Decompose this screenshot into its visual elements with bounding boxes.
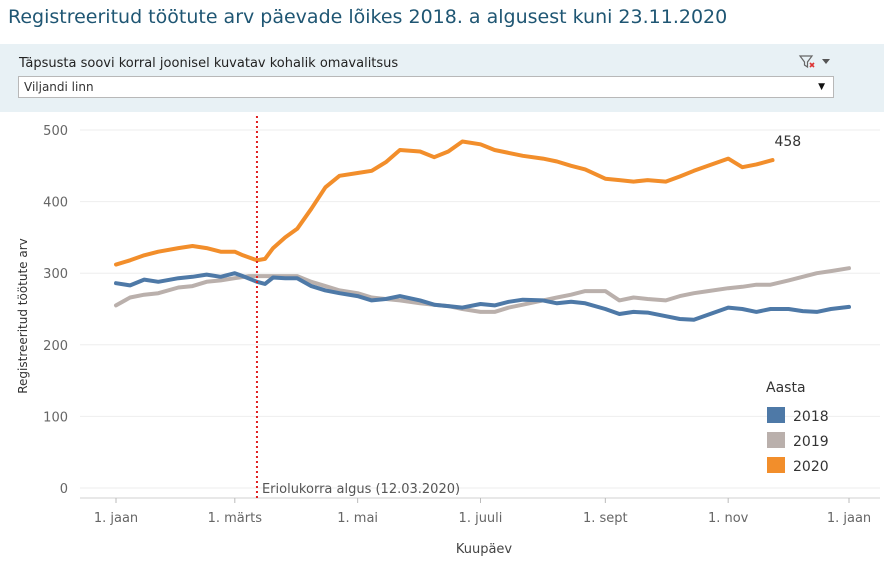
legend-swatch-2020	[767, 457, 785, 473]
municipality-select[interactable]: Viljandi linn ▼	[18, 76, 834, 98]
legend-label-2019: 2019	[793, 434, 829, 450]
x-tick-label: 1. juuli	[459, 511, 503, 526]
x-axis-title: Kuupäev	[456, 542, 513, 557]
y-tick-label: 400	[43, 196, 68, 211]
y-tick-label: 100	[43, 410, 68, 425]
x-tick-label: 1. märts	[208, 511, 263, 526]
y-tick-label: 300	[43, 267, 68, 282]
y-tick-label: 200	[43, 339, 68, 354]
reference-line-group: Eriolukorra algus (12.03.2020)	[255, 116, 460, 498]
series-line-2019	[114, 266, 851, 314]
x-tick-label: 1. mai	[337, 511, 378, 526]
gridlines	[80, 129, 880, 489]
series-line-2020	[114, 139, 775, 267]
municipality-select-value: Viljandi linn	[24, 80, 94, 94]
filter-panel: Täpsusta soovi korral joonisel kuvatav k…	[0, 44, 884, 112]
legend-label-2018: 2018	[793, 409, 829, 425]
chart-title: Registreeritud töötute arv päevade lõike…	[8, 6, 728, 28]
x-tick-label: 1. jaan	[827, 511, 871, 526]
y-tick-label: 500	[43, 124, 68, 139]
line-chart: 0 100 200 300 400 500 1. jaan 1. märts 1. mai 1. …	[16, 116, 880, 557]
legend-swatch-2019	[767, 432, 785, 448]
legend-label-2020: 2020	[793, 459, 829, 475]
axes: 0 100 200 300 400 500 1. jaan 1. märts 1. mai 1. …	[16, 124, 880, 557]
y-tick-label: 0	[60, 482, 68, 497]
legend-title: Aasta	[766, 380, 806, 396]
filter-label: Täpsusta soovi korral joonisel kuvatav k…	[19, 56, 399, 71]
series-lines	[114, 139, 851, 322]
x-tick-label: 1. sept	[583, 511, 628, 526]
x-tick-label: 1. nov	[708, 511, 749, 526]
legend[interactable]: Aasta 2018 2019 2020	[766, 380, 829, 475]
chevron-down-icon: ▼	[818, 82, 825, 92]
y-axis-title: Registreeritud töötute arv	[16, 238, 30, 394]
end-value-label: 458	[774, 134, 801, 150]
series-line-2018	[114, 271, 851, 322]
x-tick-label: 1. jaan	[94, 511, 138, 526]
legend-swatch-2018	[767, 407, 785, 423]
chart-labels: 458	[774, 134, 801, 150]
reference-line-label: Eriolukorra algus (12.03.2020)	[262, 482, 460, 497]
filter-clear-icon[interactable]	[798, 52, 838, 72]
